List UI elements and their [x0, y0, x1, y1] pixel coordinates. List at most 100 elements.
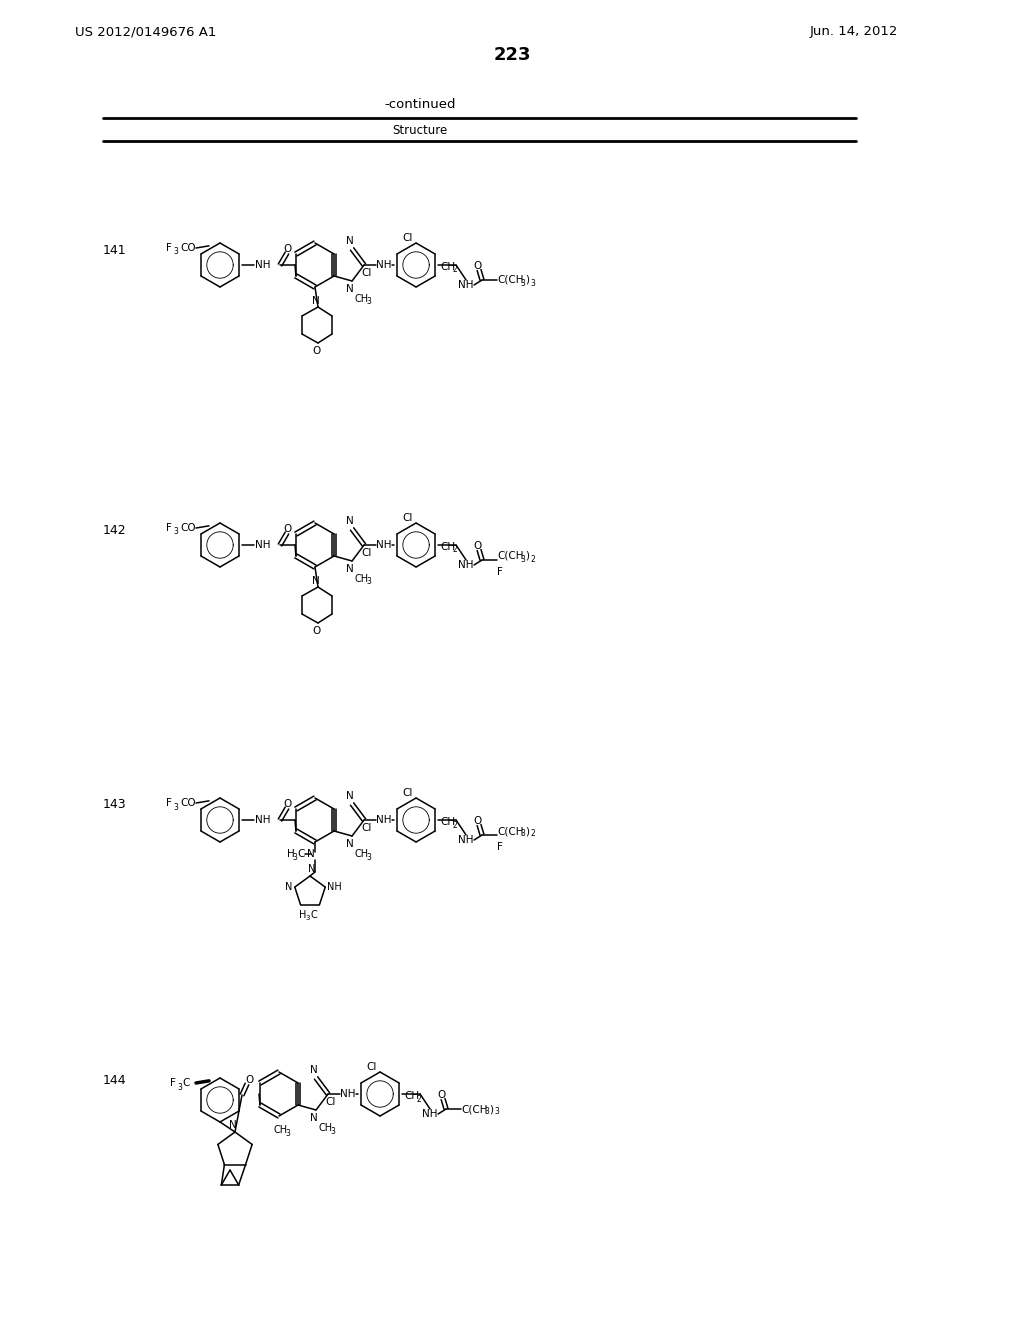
Text: ): ) [525, 826, 529, 836]
Text: ): ) [489, 1104, 493, 1114]
Text: NH: NH [376, 814, 391, 825]
Text: CH: CH [440, 261, 456, 272]
Text: F: F [497, 568, 503, 577]
Text: C: C [310, 909, 317, 920]
Text: F: F [497, 842, 503, 851]
Text: Cl: Cl [402, 788, 414, 799]
Text: 3: 3 [173, 528, 178, 536]
Text: -continued: -continued [384, 99, 456, 111]
Text: C(CH: C(CH [497, 826, 523, 836]
Text: H: H [287, 849, 295, 859]
Text: NH: NH [376, 540, 391, 550]
Text: N: N [308, 865, 315, 874]
Text: O: O [473, 816, 481, 826]
Text: 2: 2 [452, 265, 457, 275]
Text: N: N [346, 564, 354, 574]
Text: F: F [166, 799, 172, 808]
Text: 143: 143 [103, 799, 127, 812]
Text: 3: 3 [520, 279, 525, 288]
Text: 3: 3 [173, 248, 178, 256]
Text: 2: 2 [530, 829, 535, 838]
Text: Cl: Cl [402, 234, 414, 243]
Text: C: C [297, 849, 304, 859]
Text: NH: NH [328, 882, 342, 892]
Text: CH: CH [354, 574, 369, 583]
Text: N: N [346, 516, 354, 525]
Text: Cl: Cl [361, 268, 372, 279]
Text: 144: 144 [103, 1073, 127, 1086]
Text: F: F [166, 243, 172, 253]
Text: NH: NH [255, 540, 270, 550]
Text: N: N [310, 1113, 317, 1123]
Text: Cl: Cl [326, 1097, 336, 1107]
Text: NH: NH [255, 260, 270, 271]
Text: N: N [346, 236, 354, 246]
Text: N: N [346, 791, 354, 801]
Text: O: O [283, 244, 291, 253]
Text: CH: CH [318, 1123, 332, 1133]
Text: 3: 3 [177, 1082, 182, 1092]
Text: Jun. 14, 2012: Jun. 14, 2012 [810, 25, 898, 38]
Text: CH: CH [273, 1125, 287, 1135]
Text: N: N [346, 284, 354, 294]
Text: 3: 3 [494, 1107, 499, 1117]
Text: CO: CO [180, 523, 196, 533]
Text: 142: 142 [103, 524, 127, 536]
Text: 3: 3 [520, 829, 525, 838]
Text: C(CH: C(CH [497, 275, 523, 285]
Text: N: N [307, 849, 314, 859]
Text: 3: 3 [173, 803, 178, 812]
Text: 3: 3 [366, 853, 371, 862]
Text: CH: CH [404, 1092, 419, 1101]
Text: 2: 2 [416, 1094, 421, 1104]
Text: CH: CH [354, 849, 369, 859]
Text: 3: 3 [530, 279, 535, 288]
Text: NH: NH [255, 814, 270, 825]
Text: ): ) [525, 275, 529, 285]
Text: O: O [283, 524, 291, 535]
Text: ): ) [525, 550, 529, 561]
Text: N: N [312, 296, 319, 306]
Text: Cl: Cl [367, 1063, 377, 1072]
Text: 3: 3 [484, 1107, 488, 1117]
Text: NH: NH [458, 836, 473, 845]
Text: 223: 223 [494, 46, 530, 63]
Text: 141: 141 [103, 243, 127, 256]
Text: N: N [346, 840, 354, 849]
Text: C: C [182, 1078, 189, 1088]
Text: 3: 3 [330, 1126, 335, 1135]
Text: H: H [299, 909, 306, 920]
Text: O: O [246, 1074, 254, 1085]
Text: 3: 3 [520, 554, 525, 564]
Text: C(CH: C(CH [497, 550, 523, 561]
Text: 3: 3 [366, 578, 371, 586]
Text: N: N [310, 1065, 317, 1074]
Text: Structure: Structure [392, 124, 447, 136]
Text: 3: 3 [366, 297, 371, 306]
Text: O: O [473, 261, 481, 271]
Text: CO: CO [180, 243, 196, 253]
Text: F: F [170, 1078, 176, 1088]
Text: CO: CO [180, 799, 196, 808]
Text: O: O [473, 541, 481, 550]
Text: CH: CH [440, 543, 456, 552]
Text: NH: NH [458, 560, 473, 570]
Text: 2: 2 [452, 821, 457, 829]
Text: O: O [312, 346, 321, 356]
Text: O: O [283, 799, 291, 809]
Text: N: N [229, 1119, 237, 1130]
Text: NH: NH [376, 260, 391, 271]
Text: Cl: Cl [361, 822, 372, 833]
Text: NH: NH [422, 1109, 437, 1119]
Text: CH: CH [354, 294, 369, 304]
Text: Cl: Cl [361, 548, 372, 558]
Text: 3: 3 [305, 915, 310, 921]
Text: NH: NH [340, 1089, 355, 1100]
Text: C(CH: C(CH [461, 1104, 487, 1114]
Text: 2: 2 [452, 545, 457, 554]
Text: N: N [285, 882, 292, 892]
Text: CH: CH [440, 817, 456, 828]
Text: NH: NH [458, 280, 473, 290]
Text: Cl: Cl [402, 513, 414, 523]
Text: N: N [312, 576, 319, 586]
